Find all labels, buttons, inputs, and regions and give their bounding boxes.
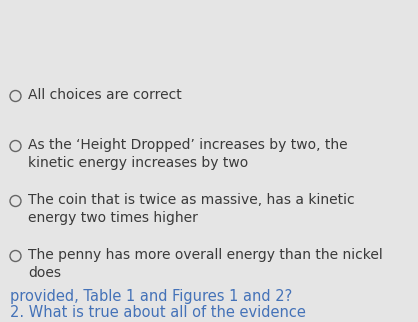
Text: As the ‘Height Dropped’ increases by two, the
kinetic energy increases by two: As the ‘Height Dropped’ increases by two… (28, 138, 348, 170)
Text: provided, Table 1 and Figures 1 and 2?: provided, Table 1 and Figures 1 and 2? (10, 289, 292, 304)
Text: All choices are correct: All choices are correct (28, 88, 182, 102)
Text: 2. What is true about all of the evidence: 2. What is true about all of the evidenc… (10, 305, 306, 320)
Text: The coin that is twice as massive, has a kinetic
energy two times higher: The coin that is twice as massive, has a… (28, 193, 354, 225)
Text: The penny has more overall energy than the nickel
does: The penny has more overall energy than t… (28, 248, 383, 280)
